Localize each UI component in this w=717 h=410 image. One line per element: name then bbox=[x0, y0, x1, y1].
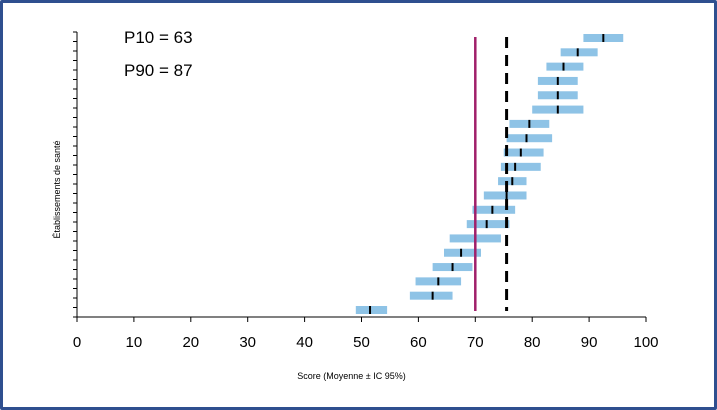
x-tick-label: 0 bbox=[73, 334, 81, 351]
x-tick-label: 100 bbox=[633, 334, 658, 351]
y-axis-title: Établissements de santé bbox=[52, 140, 62, 238]
x-tick-label: 90 bbox=[581, 334, 598, 351]
interval-bar bbox=[472, 205, 516, 214]
y-ticks-layer bbox=[73, 31, 77, 318]
interval-bar bbox=[506, 134, 553, 143]
x-tick-label: 40 bbox=[296, 334, 313, 351]
interval-bar bbox=[503, 148, 544, 157]
x-axis-title: Score (Moyenne ± IC 95%) bbox=[297, 371, 405, 381]
x-tick-label: 30 bbox=[239, 334, 256, 351]
interval-bar bbox=[500, 162, 541, 171]
interval-bar bbox=[483, 191, 527, 200]
x-tick-label: 70 bbox=[467, 334, 484, 351]
interval-bar bbox=[355, 306, 388, 314]
interval-bar bbox=[546, 62, 584, 71]
interval-bar bbox=[466, 220, 510, 229]
annotation-p90: P90 = 87 bbox=[124, 61, 193, 80]
x-tick-label: 10 bbox=[126, 334, 143, 351]
x-tick-label: 50 bbox=[353, 334, 370, 351]
annotation-p10: P10 = 63 bbox=[124, 28, 193, 47]
x-ticks-layer: 0 10 20 30 40 50 60 70 80 90 100 bbox=[73, 317, 659, 351]
interval-bar bbox=[560, 48, 598, 57]
intervals-layer bbox=[355, 34, 624, 314]
interval-bar bbox=[444, 248, 481, 257]
reference-lines-layer bbox=[474, 37, 509, 311]
x-tick-label: 20 bbox=[182, 334, 199, 351]
interval-bar bbox=[409, 291, 453, 300]
x-tick-label: 80 bbox=[524, 334, 541, 351]
x-tick-label: 60 bbox=[410, 334, 427, 351]
